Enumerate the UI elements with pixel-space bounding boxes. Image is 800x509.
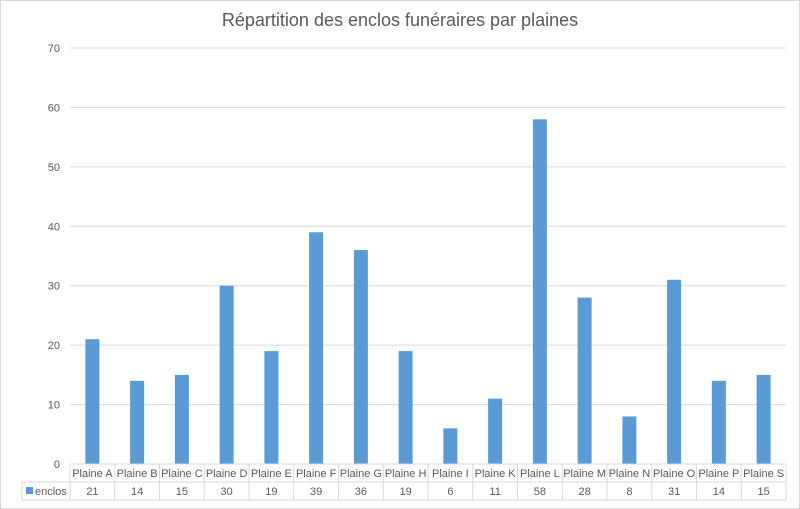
data-label: 14 <box>713 486 725 498</box>
data-label: 30 <box>221 486 233 498</box>
data-label: 8 <box>626 486 632 498</box>
x-tick-label: Plaine H <box>385 468 427 480</box>
y-tick-label: 40 <box>48 221 60 233</box>
bar <box>488 398 503 464</box>
x-tick-label: Plaine O <box>653 468 696 480</box>
bar <box>577 297 592 464</box>
x-tick-label: Plaine E <box>251 468 292 480</box>
data-label: 14 <box>131 486 143 498</box>
data-label: 19 <box>265 486 277 498</box>
x-tick-label: Plaine B <box>117 468 158 480</box>
data-label: 58 <box>534 486 546 498</box>
bar <box>711 380 726 464</box>
y-tick-label: 70 <box>48 43 60 55</box>
y-tick-label: 10 <box>48 400 60 412</box>
bar <box>756 374 771 464</box>
x-tick-label: Plaine K <box>475 468 517 480</box>
x-tick-label: Plaine S <box>743 468 784 480</box>
bar <box>219 285 234 464</box>
bar <box>264 351 279 464</box>
bar <box>130 380 145 464</box>
x-tick-label: Plaine L <box>520 468 560 480</box>
data-label: 39 <box>310 486 322 498</box>
bar <box>85 339 100 464</box>
data-label: 21 <box>86 486 98 498</box>
legend-label: enclos <box>35 486 67 498</box>
bar <box>622 416 637 464</box>
data-label: 11 <box>489 486 500 498</box>
y-tick-label: 60 <box>48 102 60 114</box>
data-label: 19 <box>400 486 412 498</box>
bar <box>309 232 324 464</box>
data-label: 36 <box>355 486 367 498</box>
data-label: 15 <box>758 486 770 498</box>
bar <box>353 250 368 464</box>
data-label: 31 <box>668 486 680 498</box>
bar <box>398 351 413 464</box>
x-tick-label: Plaine C <box>161 468 203 480</box>
legend-swatch <box>26 487 33 494</box>
x-tick-label: Plaine P <box>698 468 739 480</box>
data-label: 6 <box>447 486 453 498</box>
x-tick-label: Plaine M <box>563 468 606 480</box>
y-tick-label: 30 <box>48 281 60 293</box>
x-tick-label: Plaine D <box>206 468 248 480</box>
x-tick-label: Plaine N <box>609 468 651 480</box>
data-label: 15 <box>176 486 188 498</box>
x-tick-label: Plaine A <box>72 468 113 480</box>
x-tick-label: Plaine I <box>432 468 469 480</box>
y-tick-label: 50 <box>48 162 60 174</box>
x-tick-label: Plaine F <box>296 468 337 480</box>
bar <box>532 119 547 465</box>
y-tick-label: 20 <box>48 340 60 352</box>
x-tick-label: Plaine G <box>340 468 382 480</box>
y-tick-label: 0 <box>54 459 60 471</box>
data-label: 28 <box>579 486 591 498</box>
chart-title: Répartition des enclos funéraires par pl… <box>221 10 579 30</box>
bar <box>174 374 189 464</box>
bar <box>443 428 458 464</box>
bar <box>667 279 682 464</box>
